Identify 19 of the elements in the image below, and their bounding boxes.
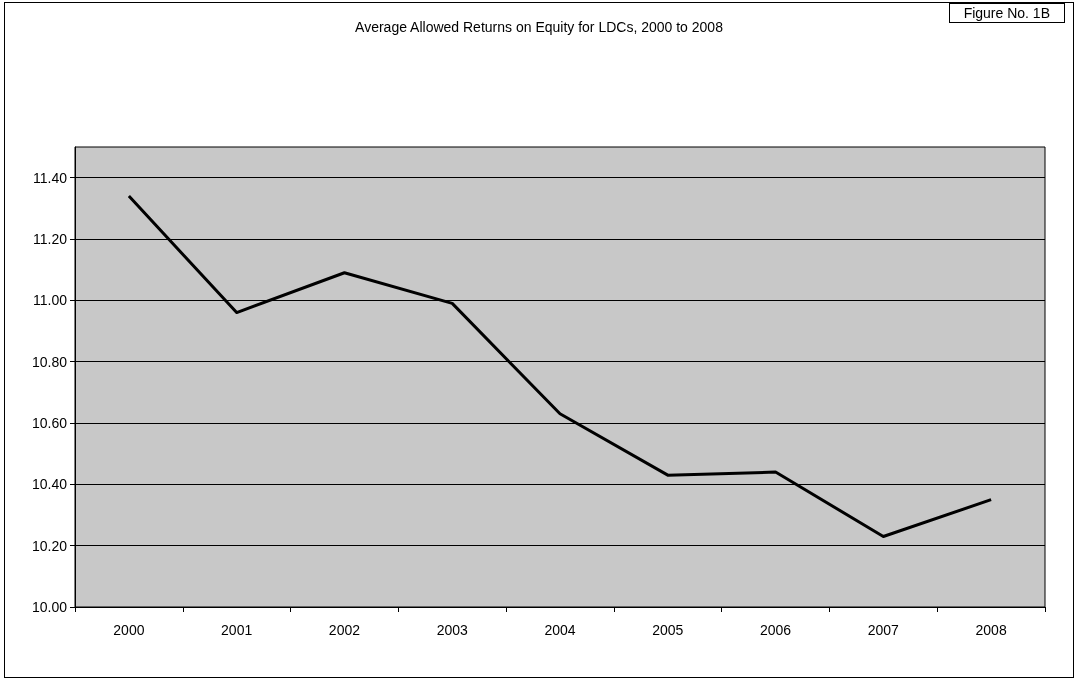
x-tick-label: 2008 [975,622,1007,638]
x-tick-label: 2000 [113,622,145,638]
x-tick-label: 2002 [328,622,361,638]
x-tick-label: 2007 [867,622,900,638]
text: Figure No. 1B [948,3,1065,23]
x-tick-label: 2005 [652,622,684,638]
y-tick-label: 11.40 [33,169,68,186]
y-tick-label: 10.00 [31,599,68,615]
y-tick-label: 10.20 [31,537,68,554]
y-tick-label: 10.60 [31,415,68,431]
y-tick-label: 11.20 [33,231,68,247]
x-tick-label: 2003 [436,622,468,638]
y-tick-label: 10.80 [31,353,68,370]
chart-title: Average Allowed Returns on Equity for LDCs, 2000 to 2008 [355,19,724,35]
y-tick-label: 11.00 [33,292,68,309]
x-tick-label: 2006 [759,622,792,638]
y-tick-label: 10.40 [31,476,68,493]
x-tick-label: 2001 [221,622,253,638]
x-tick-label: 2004 [544,622,576,638]
